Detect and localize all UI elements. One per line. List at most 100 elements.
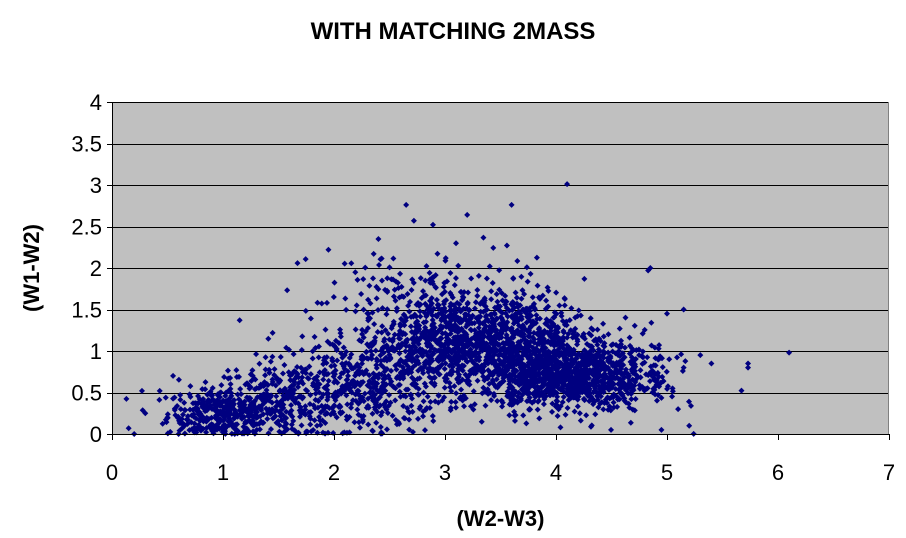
data-point bbox=[333, 414, 340, 421]
data-point bbox=[461, 289, 468, 296]
data-point bbox=[389, 338, 396, 345]
data-point bbox=[306, 363, 313, 370]
data-point bbox=[463, 311, 470, 318]
data-point bbox=[379, 385, 386, 392]
y-tick-label: 3.5 bbox=[71, 132, 102, 157]
data-point bbox=[400, 293, 407, 300]
data-point bbox=[561, 295, 568, 302]
data-point bbox=[553, 329, 560, 336]
data-point bbox=[564, 356, 571, 363]
data-point bbox=[556, 302, 563, 309]
data-point bbox=[391, 331, 398, 338]
data-point bbox=[427, 398, 434, 405]
data-point bbox=[550, 314, 557, 321]
data-point bbox=[295, 400, 302, 407]
data-point bbox=[427, 276, 434, 283]
data-point bbox=[238, 391, 245, 398]
data-point bbox=[377, 361, 384, 368]
data-point bbox=[569, 334, 576, 341]
data-point bbox=[424, 335, 431, 342]
data-point bbox=[496, 307, 503, 314]
data-point bbox=[279, 370, 286, 377]
data-point bbox=[554, 393, 561, 400]
data-point bbox=[288, 370, 295, 377]
data-point bbox=[276, 408, 283, 415]
data-point bbox=[436, 371, 443, 378]
data-point bbox=[318, 300, 325, 307]
data-point bbox=[181, 399, 188, 406]
data-point bbox=[344, 368, 351, 375]
data-point bbox=[482, 402, 489, 409]
data-point bbox=[525, 312, 532, 319]
data-point bbox=[438, 325, 445, 332]
y-tick-label: 1.5 bbox=[71, 298, 102, 323]
data-point bbox=[632, 378, 639, 385]
data-point bbox=[417, 334, 424, 341]
data-point bbox=[425, 305, 432, 312]
data-point bbox=[420, 288, 427, 295]
data-point bbox=[365, 404, 372, 411]
data-point bbox=[514, 398, 521, 405]
data-point bbox=[375, 235, 382, 242]
data-point bbox=[123, 395, 130, 402]
data-point bbox=[558, 349, 565, 356]
data-point bbox=[447, 270, 454, 277]
data-point bbox=[697, 352, 704, 359]
data-point bbox=[187, 406, 194, 413]
data-point bbox=[302, 307, 309, 314]
data-point bbox=[584, 341, 591, 348]
data-point bbox=[222, 404, 229, 411]
data-point bbox=[443, 320, 450, 327]
data-point bbox=[348, 389, 355, 396]
data-point bbox=[523, 264, 530, 271]
data-point bbox=[203, 429, 210, 436]
data-point bbox=[304, 428, 311, 435]
data-point bbox=[337, 403, 344, 410]
data-point bbox=[287, 377, 294, 384]
data-point bbox=[636, 352, 643, 359]
data-point bbox=[600, 348, 607, 355]
data-point bbox=[575, 389, 582, 396]
data-point bbox=[448, 291, 455, 298]
data-point bbox=[361, 390, 368, 397]
data-point bbox=[412, 328, 419, 335]
data-point bbox=[658, 426, 665, 433]
data-point bbox=[179, 425, 186, 432]
data-point bbox=[422, 324, 429, 331]
data-point bbox=[393, 308, 400, 315]
data-point bbox=[311, 383, 318, 390]
data-point bbox=[396, 350, 403, 357]
data-point bbox=[359, 360, 366, 367]
data-point bbox=[547, 366, 554, 373]
data-point bbox=[529, 344, 536, 351]
data-point bbox=[360, 276, 367, 283]
data-point bbox=[526, 372, 533, 379]
data-point bbox=[422, 300, 429, 307]
data-point bbox=[390, 293, 397, 300]
data-point bbox=[618, 361, 625, 368]
data-point bbox=[562, 411, 569, 418]
data-point bbox=[619, 356, 626, 363]
data-point bbox=[369, 309, 376, 316]
data-point bbox=[247, 371, 254, 378]
data-point bbox=[460, 336, 467, 343]
data-point bbox=[430, 273, 437, 280]
x-tick-label: 6 bbox=[772, 460, 784, 485]
data-point bbox=[626, 350, 633, 357]
data-point bbox=[410, 217, 417, 224]
data-point bbox=[607, 369, 614, 376]
data-point bbox=[324, 338, 331, 345]
data-point bbox=[591, 387, 598, 394]
data-point bbox=[514, 346, 521, 353]
data-point bbox=[227, 385, 234, 392]
data-point bbox=[352, 308, 359, 315]
data-point bbox=[501, 347, 508, 354]
data-point bbox=[587, 423, 594, 430]
data-point bbox=[417, 275, 424, 282]
data-point bbox=[464, 299, 471, 306]
data-point bbox=[608, 383, 615, 390]
data-point bbox=[645, 267, 652, 274]
data-point bbox=[397, 328, 404, 335]
data-point bbox=[513, 367, 520, 374]
data-point bbox=[589, 395, 596, 402]
